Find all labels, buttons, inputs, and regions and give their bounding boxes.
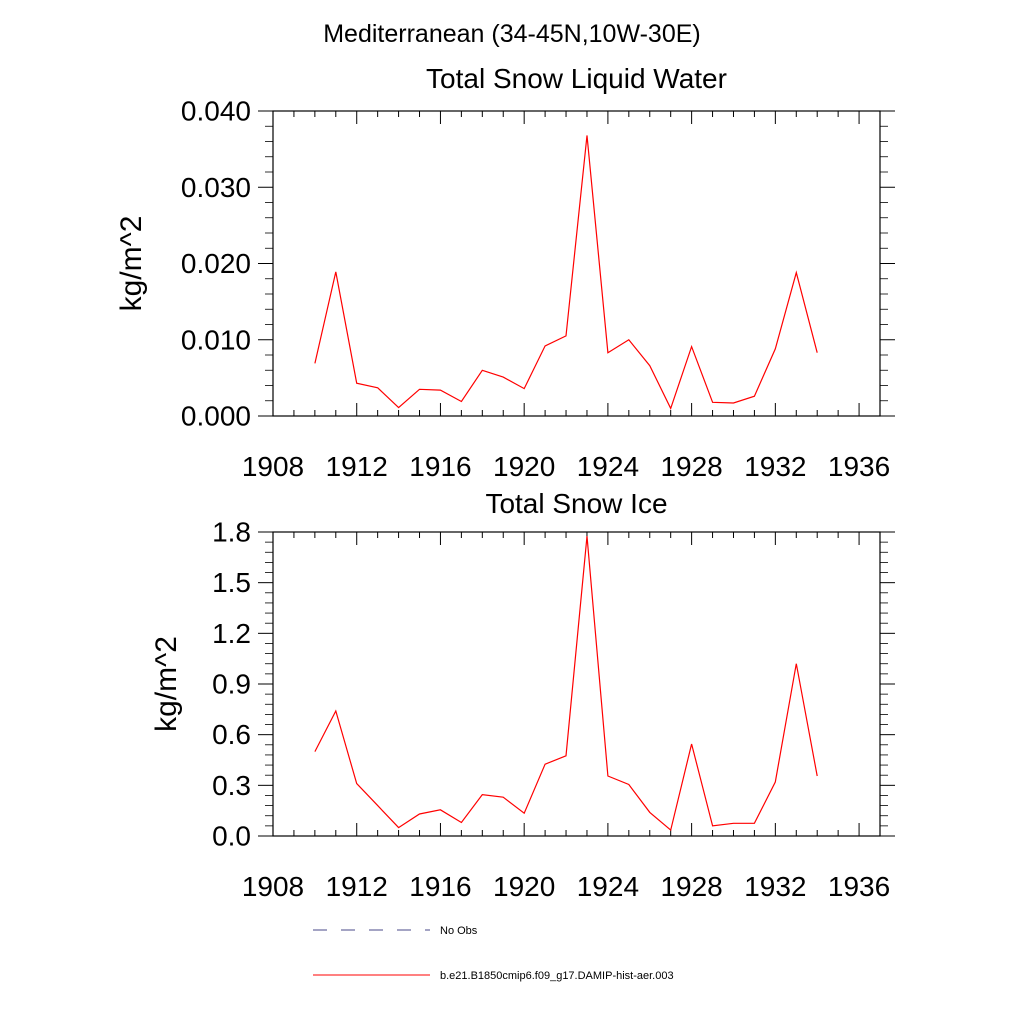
x-tick-label: 1932 — [744, 451, 806, 482]
x-tick-label: 1936 — [828, 451, 890, 482]
y-tick-label: 0.9 — [212, 669, 251, 700]
y-tick-label: 0.040 — [181, 96, 251, 127]
figure-suptitle: Mediterranean (34-45N,10W-30E) — [323, 20, 701, 48]
x-tick-label: 1916 — [409, 451, 471, 482]
y-tick-label: 1.2 — [212, 618, 251, 649]
panel-title: Total Snow Ice — [485, 488, 667, 519]
y-tick-label: 0.020 — [181, 248, 251, 279]
plot-frame — [273, 111, 880, 416]
y-tick-label: 0.000 — [181, 401, 251, 432]
x-tick-label: 1928 — [660, 451, 722, 482]
x-tick-label: 1908 — [242, 451, 304, 482]
y-axis-label: kg/m^2 — [150, 636, 183, 732]
x-tick-label: 1916 — [409, 871, 471, 902]
x-tick-label: 1912 — [326, 451, 388, 482]
x-tick-label: 1920 — [493, 871, 555, 902]
x-tick-label: 1908 — [242, 871, 304, 902]
chart-panels: Total Snow Liquid Water kg/m^2 1908 1912 191… — [115, 63, 895, 902]
x-tick-label: 1920 — [493, 451, 555, 482]
x-tick-label: 1912 — [326, 871, 388, 902]
series-line-1 — [315, 536, 817, 830]
y-tick-label: 0.3 — [212, 770, 251, 801]
panel-title: Total Snow Liquid Water — [426, 63, 727, 94]
x-tick-label: 1936 — [828, 871, 890, 902]
legend-label-2: b.e21.B1850cmip6.f09_g17.DAMIP-hist-aer.… — [440, 970, 674, 982]
legend-label-1: No Obs — [440, 925, 478, 937]
y-tick-label: 0.030 — [181, 172, 251, 203]
x-tick-label: 1932 — [744, 871, 806, 902]
chart-legend: No Obs b.e21.B1850cmip6.f09_g17.DAMIP-his… — [313, 925, 674, 982]
chart-panel-2: Total Snow Ice kg/m^2 1908 1912 1916 1920 1924… — [150, 488, 895, 902]
y-axis-label: kg/m^2 — [115, 216, 148, 312]
x-tick-label: 1924 — [577, 451, 639, 482]
x-tick-label: 1924 — [577, 871, 639, 902]
y-tick-label: 0.6 — [212, 719, 251, 750]
y-tick-label: 1.8 — [212, 517, 251, 548]
x-tick-label: 1928 — [660, 871, 722, 902]
plot-frame — [273, 532, 880, 836]
y-tick-label: 0.010 — [181, 324, 251, 355]
series-line-1 — [315, 135, 817, 408]
y-tick-label: 1.5 — [212, 567, 251, 598]
y-tick-label: 0.0 — [212, 821, 251, 852]
chart-panel-1: Total Snow Liquid Water kg/m^2 1908 1912 191… — [115, 63, 895, 482]
